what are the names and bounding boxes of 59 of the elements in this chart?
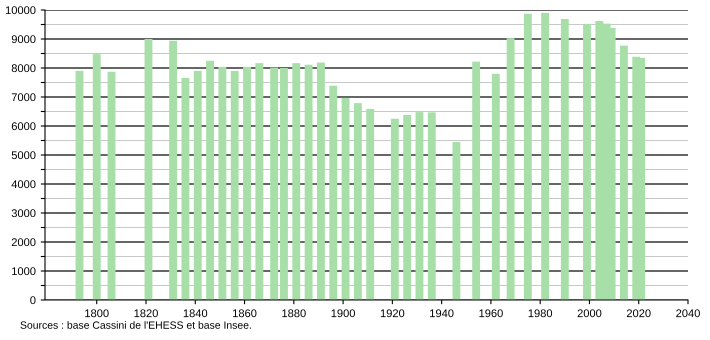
bar bbox=[366, 108, 374, 300]
bar bbox=[428, 112, 436, 300]
bar bbox=[292, 63, 300, 300]
bar bbox=[506, 38, 515, 300]
x-tick-label: 1880 bbox=[282, 309, 306, 318]
bar bbox=[354, 103, 362, 300]
x-tick-label: 1800 bbox=[85, 309, 109, 318]
bar bbox=[620, 46, 628, 300]
x-tick-label: 1960 bbox=[479, 309, 503, 318]
x-tick-label: 1940 bbox=[430, 309, 454, 318]
x-tick-label: 1840 bbox=[184, 309, 208, 318]
bar bbox=[218, 66, 226, 300]
bar bbox=[194, 70, 202, 300]
x-tick-label: 2000 bbox=[578, 309, 602, 318]
bar bbox=[416, 112, 424, 300]
bar bbox=[255, 63, 264, 300]
x-tick-label: 1980 bbox=[528, 309, 552, 318]
bar bbox=[108, 72, 116, 300]
x-tick-label: 1900 bbox=[332, 309, 356, 318]
bar bbox=[342, 98, 350, 300]
y-tick-label: 9000 bbox=[12, 35, 36, 44]
y-tick-label: 10000 bbox=[6, 6, 36, 14]
bar bbox=[270, 68, 278, 300]
y-tick-label: 0 bbox=[30, 296, 36, 304]
bar bbox=[492, 74, 500, 300]
y-tick-label: 5000 bbox=[12, 151, 36, 160]
bar bbox=[169, 40, 178, 300]
bar bbox=[329, 86, 338, 300]
bar bbox=[541, 12, 550, 300]
bar bbox=[452, 142, 460, 300]
bar bbox=[560, 18, 569, 300]
x-tick-label: 2040 bbox=[676, 309, 700, 318]
bar bbox=[316, 62, 325, 300]
bar bbox=[181, 78, 190, 300]
bar bbox=[92, 54, 101, 300]
bar bbox=[583, 24, 591, 300]
bar bbox=[280, 68, 288, 300]
y-tick-label: 4000 bbox=[12, 180, 36, 188]
y-tick-label: 6000 bbox=[12, 122, 36, 130]
y-tick-label: 1000 bbox=[12, 267, 36, 276]
y-tick-label: 8000 bbox=[12, 64, 36, 72]
x-tick-label: 2020 bbox=[626, 309, 651, 318]
bar bbox=[206, 60, 214, 300]
bar bbox=[230, 70, 239, 300]
bar bbox=[243, 66, 251, 300]
x-tick-label: 1860 bbox=[233, 309, 256, 318]
bar bbox=[524, 14, 532, 300]
bar bbox=[403, 114, 412, 300]
x-tick-label: 1920 bbox=[380, 309, 404, 318]
y-tick-label: 7000 bbox=[12, 93, 36, 102]
source-note: Sources : base Cassini de l'EHESS et base Insee. bbox=[20, 321, 251, 329]
bar bbox=[144, 39, 152, 300]
bar bbox=[472, 62, 480, 300]
bar bbox=[304, 64, 313, 300]
bar bbox=[76, 70, 84, 300]
y-tick-label: 3000 bbox=[12, 209, 36, 218]
y-tick-label: 2000 bbox=[12, 238, 36, 246]
bar bbox=[390, 118, 399, 300]
x-tick-label: 1820 bbox=[134, 309, 158, 318]
